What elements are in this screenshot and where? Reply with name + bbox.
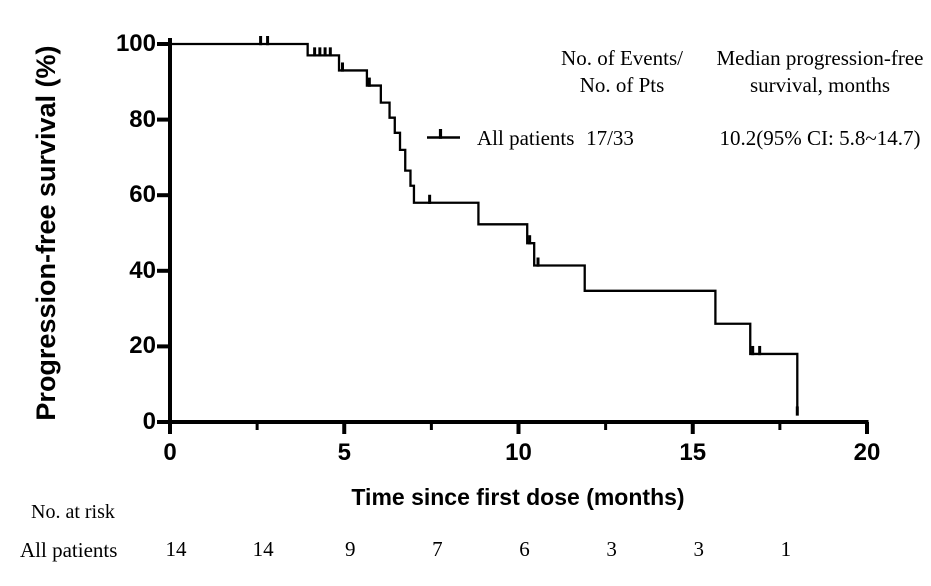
y-tick-label: 0 <box>142 408 156 435</box>
survival-curve <box>170 42 799 415</box>
legend-median-value: 10.2(95% CI: 5.8~14.7) <box>719 126 921 150</box>
x-tick-label: 15 <box>679 439 707 466</box>
risk-count: 1 <box>780 537 792 561</box>
y-tick-label: 20 <box>129 332 156 360</box>
y-tick-label: 80 <box>129 105 156 133</box>
x-tick-label: 20 <box>853 439 881 466</box>
legend-header-events-line2: No. of Pts <box>579 73 665 97</box>
legend-header-median-line1: Median progression-free <box>716 46 924 70</box>
y-tick-label: 40 <box>129 256 156 284</box>
risk-count: 7 <box>432 537 443 561</box>
y-axis-title: Progression-free survival (%) <box>31 45 61 421</box>
risk-table-header: No. at risk <box>31 501 115 523</box>
x-tick-label: 0 <box>163 439 177 466</box>
risk-count: 9 <box>345 537 356 561</box>
risk-count: 14 <box>252 537 274 561</box>
legend-header-events-line1: No. of Events/ <box>561 46 683 70</box>
y-tick-label: 60 <box>129 181 156 209</box>
legend-events-value: 17/33 <box>586 126 634 150</box>
x-tick-label: 10 <box>505 439 532 466</box>
risk-count: 3 <box>606 537 617 561</box>
risk-count: 3 <box>693 537 705 561</box>
legend-header-median-line2: survival, months <box>750 73 890 97</box>
risk-row-label: All patients <box>20 538 118 562</box>
risk-count: 6 <box>519 537 530 561</box>
x-axis-title: Time since first dose (months) <box>351 484 685 510</box>
y-tick-label: 100 <box>115 30 156 57</box>
legend-series-label: All patients <box>477 126 575 150</box>
risk-count: 14 <box>165 537 187 561</box>
x-tick-label: 5 <box>337 439 351 466</box>
